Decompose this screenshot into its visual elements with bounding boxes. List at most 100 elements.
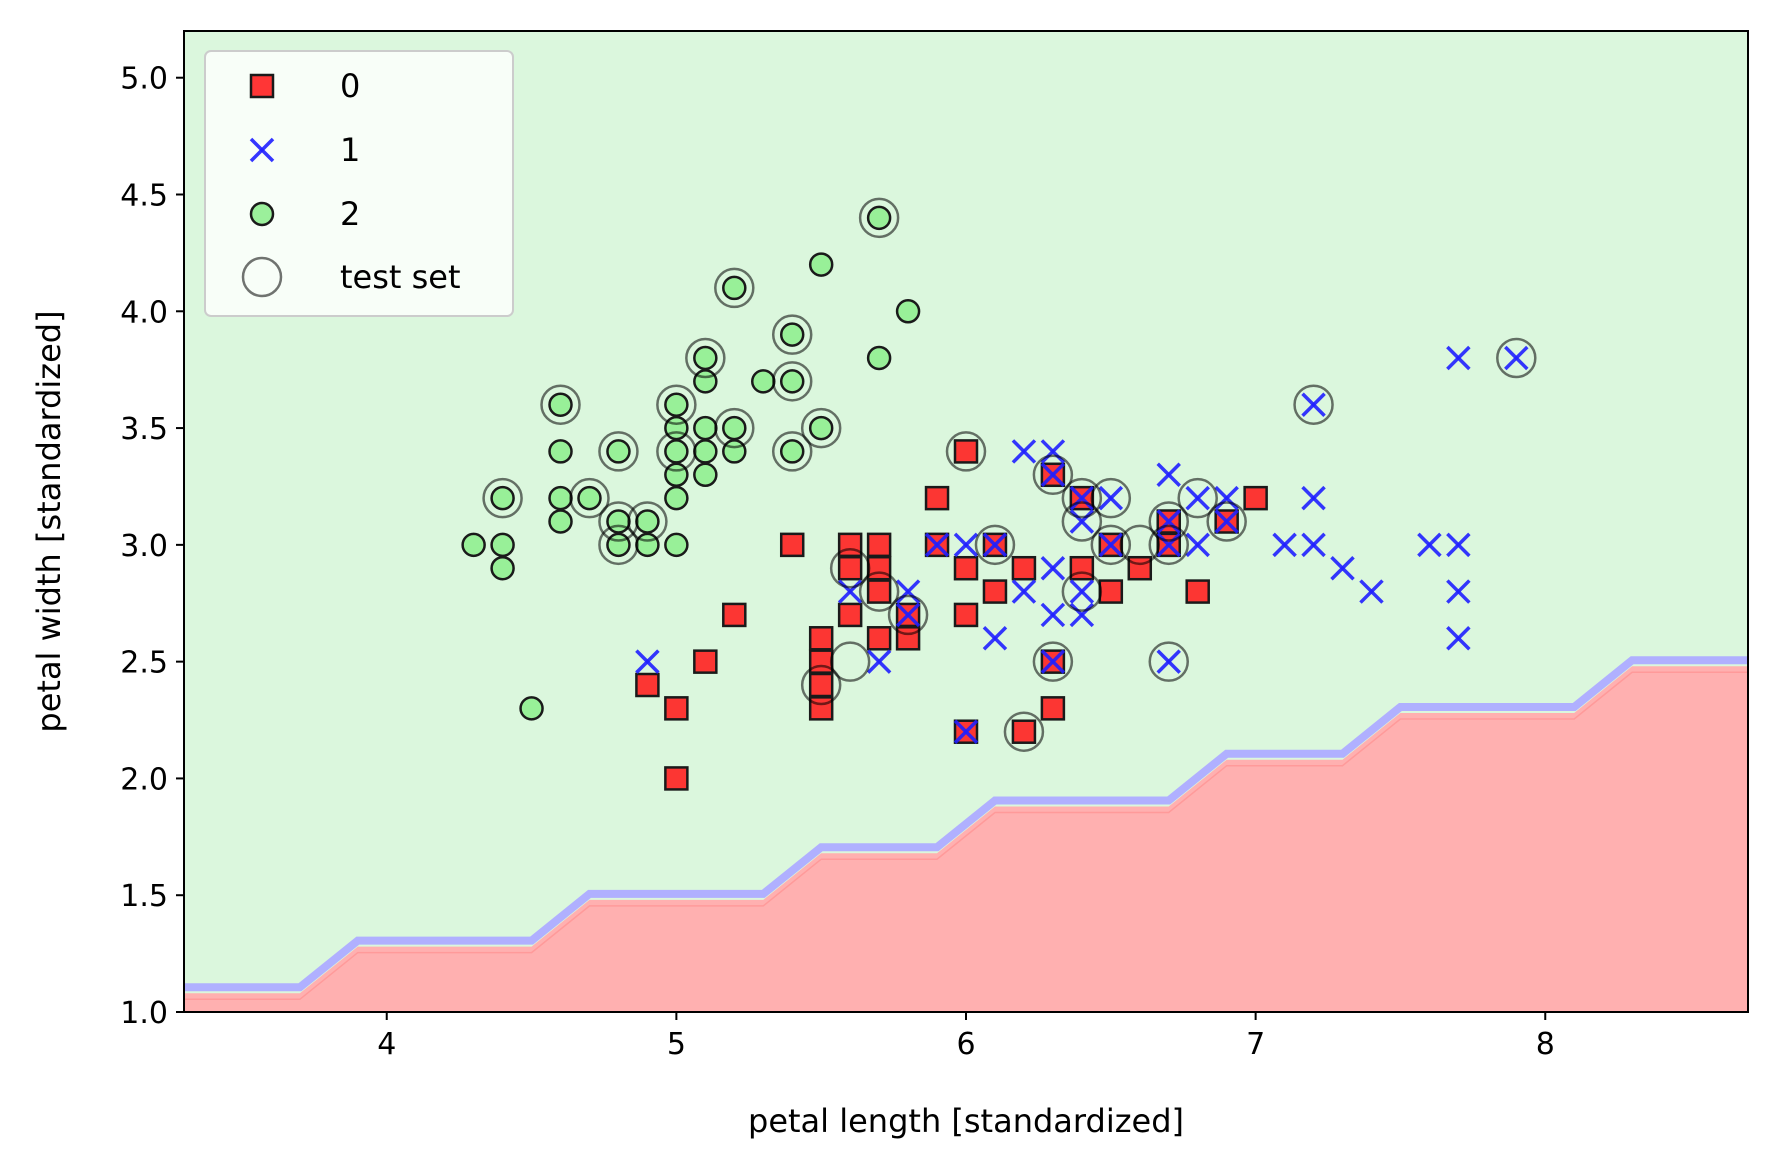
point-class-0	[808, 696, 834, 721]
test-set-ring	[627, 501, 668, 542]
point-class-1	[1301, 485, 1326, 511]
point-class-2	[664, 439, 689, 464]
legend-label-class-2: 2	[340, 195, 360, 233]
point-class-1	[1040, 649, 1066, 674]
point-class-2	[693, 462, 718, 488]
test-set-ring	[887, 594, 929, 636]
point-class-1	[1156, 649, 1181, 674]
point-class-1	[953, 719, 979, 744]
test-set-ring	[656, 431, 697, 472]
test-set-ring	[1003, 711, 1045, 752]
point-class-0	[1011, 555, 1037, 581]
test-set-ring	[1293, 384, 1334, 425]
legend-label-test-set: test set	[340, 258, 461, 296]
test-set-ring	[1032, 641, 1074, 682]
point-class-2	[664, 392, 689, 417]
boundary-contour-line	[184, 671, 1748, 1001]
point-class-2	[693, 345, 718, 371]
test-set-ring	[945, 431, 987, 472]
test-set-ring	[1148, 524, 1189, 566]
point-class-1	[837, 579, 863, 604]
test-set-ring	[569, 477, 610, 519]
legend-box	[204, 50, 514, 317]
point-class-0	[866, 555, 892, 581]
point-class-2	[461, 532, 486, 558]
point-class-1	[1504, 345, 1529, 371]
point-class-1	[1185, 485, 1210, 511]
point-class-0	[982, 579, 1008, 604]
point-class-2	[779, 439, 805, 464]
test-set-ring	[800, 664, 842, 706]
point-class-1	[1301, 392, 1326, 417]
point-class-1	[982, 532, 1008, 558]
test-set-ring	[1032, 454, 1074, 496]
point-class-0	[924, 485, 950, 511]
point-class-0	[1098, 579, 1124, 604]
legend-marker-class-2	[249, 201, 275, 227]
y-tick-label: 1.5	[120, 879, 168, 914]
point-class-2	[895, 299, 921, 324]
point-class-0	[779, 532, 805, 558]
point-class-2	[664, 485, 689, 511]
decision-regions	[184, 31, 1748, 1012]
test-set-ring	[1061, 571, 1103, 612]
point-class-1	[924, 532, 950, 558]
point-class-2	[635, 532, 660, 558]
point-class-1	[1156, 509, 1181, 534]
point-class-1	[895, 579, 921, 604]
y-tick-label: 4.5	[120, 179, 168, 214]
point-class-2	[606, 509, 631, 534]
test-set-ring	[1496, 337, 1537, 379]
x-tick-label: 7	[1246, 1027, 1265, 1062]
point-class-0	[895, 626, 921, 651]
test-set-ring	[1206, 501, 1247, 542]
point-class-1	[1214, 509, 1239, 534]
point-class-2	[606, 439, 631, 464]
point-class-1	[895, 602, 921, 628]
point-class-2	[635, 509, 660, 534]
point-class-2	[664, 462, 689, 488]
point-class-1	[982, 626, 1008, 651]
point-class-1	[1069, 485, 1095, 511]
point-class-2	[751, 369, 776, 394]
point-class-2	[866, 205, 892, 231]
point-class-0	[1243, 485, 1268, 511]
point-class-2	[722, 439, 747, 464]
x-tick-label: 8	[1536, 1027, 1555, 1062]
x-tick-label: 5	[667, 1027, 686, 1062]
point-class-0	[1127, 555, 1153, 581]
point-class-0	[837, 532, 863, 558]
x-tick-label: 6	[956, 1027, 975, 1062]
point-class-2	[722, 275, 747, 301]
point-class-1	[1098, 532, 1124, 558]
point-class-0	[664, 696, 689, 721]
point-class-2	[490, 485, 515, 511]
point-class-1	[1301, 532, 1326, 558]
point-class-2	[548, 439, 573, 464]
boundary-class-1-band	[184, 656, 1748, 992]
y-tick-label: 4.0	[120, 295, 168, 330]
test-set-ring	[598, 431, 639, 472]
point-class-0	[837, 555, 863, 581]
test-set-ring	[714, 407, 755, 449]
point-class-0	[1040, 696, 1066, 721]
point-class-0	[953, 555, 979, 581]
point-class-1	[1069, 509, 1095, 534]
point-class-1	[1446, 626, 1471, 651]
point-class-1	[1330, 555, 1355, 581]
point-class-1	[1185, 532, 1210, 558]
test-set-ring	[598, 524, 639, 566]
point-class-2	[548, 392, 573, 417]
legend-marker-class-1	[249, 137, 275, 163]
test-set-ring	[829, 547, 871, 589]
point-class-0	[837, 602, 863, 628]
y-tick-label: 1.0	[120, 996, 168, 1031]
point-class-0	[693, 649, 718, 674]
point-class-1	[1069, 602, 1095, 628]
test-set-ring	[771, 361, 813, 402]
point-class-0	[866, 579, 892, 604]
y-tick-label: 3.0	[120, 529, 168, 564]
point-class-0	[664, 766, 689, 791]
point-class-1	[1446, 532, 1471, 558]
